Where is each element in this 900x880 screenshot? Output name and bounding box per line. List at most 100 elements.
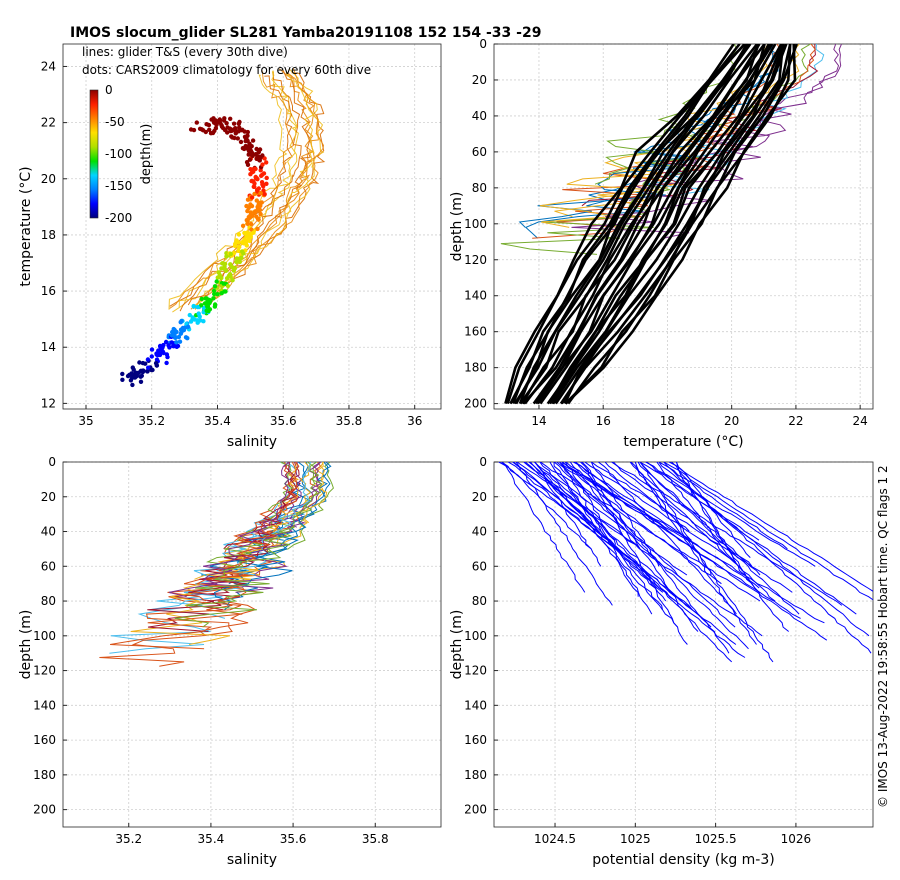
climatology-dot xyxy=(227,126,232,131)
y-axis-label: depth (m) xyxy=(18,610,34,680)
glider-density-profile xyxy=(634,462,774,663)
climatology-temp-profile xyxy=(511,44,741,405)
y-tick-label: 120 xyxy=(33,664,56,678)
glider-ts-line xyxy=(187,69,312,306)
glider-density-profile xyxy=(612,462,843,606)
climatology-dot xyxy=(245,208,250,214)
glider-density-profile xyxy=(629,462,776,602)
glider-ts-line xyxy=(178,70,298,308)
climatology-dot xyxy=(145,357,151,362)
data-layer xyxy=(99,462,334,667)
glider-density-profile xyxy=(591,462,793,593)
climatology-dot xyxy=(203,296,208,301)
y-tick-label: 160 xyxy=(33,733,56,747)
glider-density-profile xyxy=(584,462,737,563)
climatology-dot xyxy=(264,175,269,181)
climatology-dot xyxy=(149,347,155,352)
plot-frame xyxy=(62,461,442,828)
y-axis-label: depth (m) xyxy=(449,610,465,680)
y-tick-label: 40 xyxy=(472,109,487,123)
climatology-dot xyxy=(195,304,200,310)
climatology-dot xyxy=(149,354,154,359)
climatology-dot xyxy=(248,202,253,207)
climatology-dot xyxy=(128,378,134,383)
climatology-dot xyxy=(222,267,228,272)
y-tick-label: 80 xyxy=(41,594,56,608)
climatology-dot xyxy=(244,160,250,165)
climatology-dot xyxy=(259,172,265,178)
climatology-dot xyxy=(240,249,245,254)
climatology-dot xyxy=(178,320,183,325)
y-tick-label: 0 xyxy=(479,455,487,469)
climatology-dot xyxy=(137,360,142,365)
climatology-dot xyxy=(188,319,194,324)
climatology-dot xyxy=(140,360,146,366)
y-axis-label: depth (m) xyxy=(449,192,465,262)
climatology-dot xyxy=(129,371,134,376)
glider-salinity-profile xyxy=(109,462,299,654)
glider-density-profile xyxy=(639,462,712,576)
climatology-dot xyxy=(202,301,208,306)
climatology-dot xyxy=(248,210,253,215)
climatology-dot xyxy=(166,343,171,348)
glider-ts-line xyxy=(192,73,319,310)
glider-ts-line xyxy=(208,72,326,308)
climatology-dot xyxy=(163,339,169,345)
climatology-dot xyxy=(173,335,178,340)
climatology-dot xyxy=(245,230,250,235)
glider-salinity-profile xyxy=(201,462,307,585)
colorbar xyxy=(89,89,99,219)
x-tick-label: 35.4 xyxy=(198,832,225,846)
glider-density-profile xyxy=(501,462,586,593)
climatology-dot xyxy=(211,116,216,121)
glider-density-profile xyxy=(561,462,653,615)
glider-density-profile xyxy=(523,462,637,546)
y-tick-label: 18 xyxy=(41,228,56,242)
glider-density-profile xyxy=(611,462,753,567)
y-tick-label: 100 xyxy=(464,629,487,643)
glider-density-profile xyxy=(658,462,788,550)
glider-density-profile xyxy=(656,462,790,632)
data-layer xyxy=(498,462,873,663)
climatology-dot xyxy=(158,344,163,350)
climatology-dot xyxy=(255,226,260,232)
climatology-dot xyxy=(183,335,189,340)
climatology-dot xyxy=(258,190,263,196)
climatology-dot xyxy=(261,188,266,193)
climatology-dot xyxy=(249,227,254,232)
y-tick-label: 200 xyxy=(464,803,487,817)
glider-density-profile xyxy=(559,462,722,585)
climatology-dot xyxy=(242,237,247,243)
y-tick-label: 14 xyxy=(41,340,56,354)
y-tick-label: 200 xyxy=(464,397,487,411)
glider-salinity-profile xyxy=(174,462,323,628)
y-tick-label: 20 xyxy=(41,490,56,504)
glider-salinity-profile xyxy=(201,462,322,593)
glider-density-profile xyxy=(534,462,712,628)
x-tick-label: 14 xyxy=(531,414,546,428)
grid-lines xyxy=(494,461,873,827)
glider-density-profile xyxy=(658,462,870,637)
climatology-dot xyxy=(250,213,255,219)
x-tick-label: 35 xyxy=(78,414,93,428)
climatology-temp-profile xyxy=(521,44,759,405)
climatology-dot xyxy=(224,251,229,256)
data-layer xyxy=(500,44,842,405)
climatology-dot xyxy=(240,223,246,228)
climatology-dot xyxy=(231,121,237,126)
climatology-dot xyxy=(240,146,246,151)
climatology-dot xyxy=(213,126,219,131)
x-tick-label: 35.8 xyxy=(336,414,363,428)
climatology-dot xyxy=(235,136,240,141)
glider-density-profile xyxy=(637,462,800,615)
climatology-temp-profile xyxy=(532,44,760,405)
y-tick-label: 80 xyxy=(472,594,487,608)
figure-title: IMOS slocum_glider SL281 Yamba20191108 1… xyxy=(70,25,541,41)
climatology-dot xyxy=(225,130,230,135)
climatology-temp-profile xyxy=(522,44,766,405)
glider-density-profile xyxy=(540,462,761,602)
climatology-dot xyxy=(212,284,218,289)
climatology-dot xyxy=(190,315,195,320)
y-tick-label: 100 xyxy=(464,217,487,231)
